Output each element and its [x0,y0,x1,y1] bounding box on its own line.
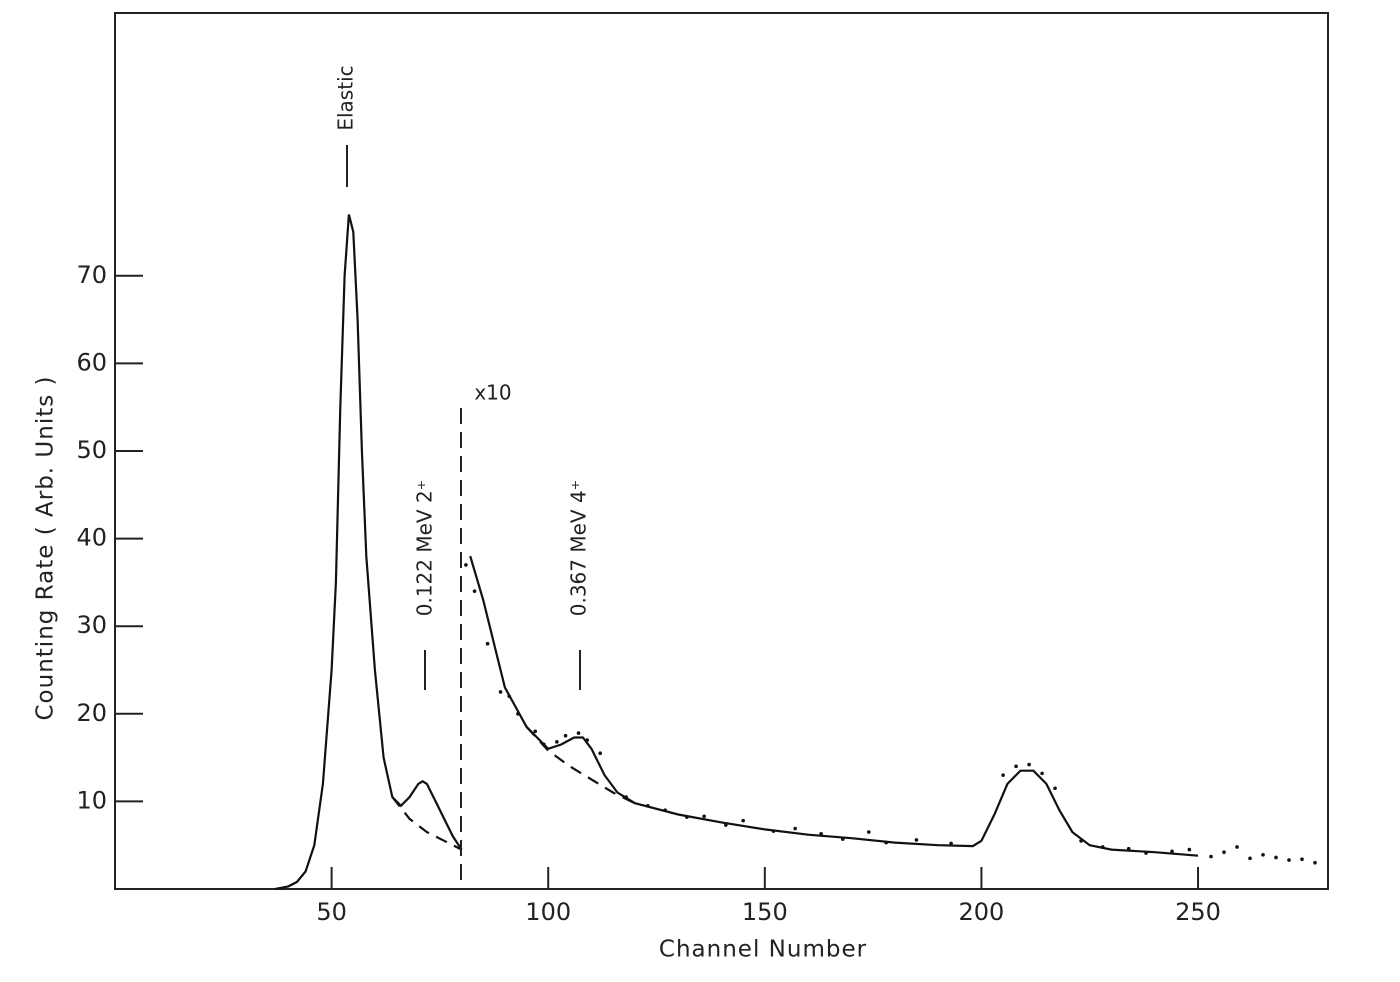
background-curve [391,726,636,851]
data-point [485,641,490,646]
y-tick-label: 30 [76,611,107,639]
x-axis-title: Channel Number [659,937,867,963]
data-point [576,731,581,735]
data-point [624,795,628,799]
data-point [1079,839,1083,843]
annotation: x10 [474,381,511,405]
data-point [507,694,512,699]
x-tick-label: 200 [959,898,1005,926]
data-point [598,751,602,756]
data-point [1222,850,1226,855]
data-point [646,803,650,808]
data-point [914,838,919,842]
data-point [555,740,559,744]
y-axis-title: Counting Rate ( Arb. Units ) [33,375,59,720]
data-point [1287,858,1291,862]
data-point [1248,856,1252,861]
data-point [841,837,845,841]
data-point [1040,771,1044,776]
data-point [542,742,546,747]
y-tick-label: 50 [76,436,107,464]
y-tick-label: 40 [76,524,107,552]
data-point [498,690,503,694]
annotation: 0.122 MeV 2⁺ [413,480,437,617]
annotation: 0.367 MeV 4⁺ [567,480,591,617]
y-tick-label: 60 [76,348,107,376]
data-point [1235,845,1239,849]
data-point [793,826,797,831]
data-point [1001,773,1005,777]
y-tick-label: 20 [76,699,107,727]
y-tick-label: 70 [76,261,107,289]
data-point [1274,855,1278,860]
data-point [663,808,667,812]
x-tick-label: 250 [1175,898,1221,926]
annotation: Elastic [334,65,358,130]
data-point [1209,854,1213,859]
data-point [1313,860,1317,865]
plot-frame [114,12,1329,890]
data-point [702,814,706,819]
data-point [741,818,745,823]
x-tick-label: 150 [742,898,788,926]
x-tick-label: 50 [316,898,347,926]
data-point [1300,857,1304,862]
data-point [1261,853,1265,857]
data-point [464,563,468,567]
data-point [585,738,590,742]
x-tick-label: 100 [525,898,571,926]
fit-curve [275,214,1199,891]
data-point [1170,849,1174,854]
data-point [1100,845,1105,849]
data-point [472,589,477,593]
data-point [724,823,728,827]
data-point [533,729,538,734]
data-point [866,830,871,834]
data-point [1053,786,1057,791]
data-point [819,832,823,836]
data-point [1144,851,1148,855]
data-point [563,733,568,738]
data-point [884,840,888,845]
data-point [1014,764,1018,769]
data-point [685,815,689,819]
data-point [771,829,776,833]
data-point [1027,762,1031,767]
y-tick-label: 10 [76,786,107,814]
data-point [516,712,520,716]
data-point [949,841,953,846]
data-point [1187,847,1192,852]
data-point [1126,846,1131,851]
